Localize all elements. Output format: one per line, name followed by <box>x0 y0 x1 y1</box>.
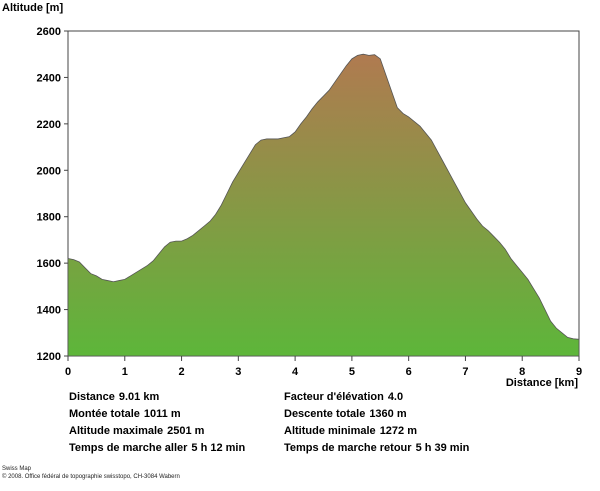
y-tick-label: 1800 <box>37 212 61 224</box>
stat-distance: Distance 9.01 km <box>69 391 160 403</box>
x-tick-label: 7 <box>462 366 468 378</box>
x-tick-label: 3 <box>235 366 241 378</box>
footer-swissmap: Swiss Map <box>2 466 32 472</box>
x-axis-label: Distance [km] <box>505 377 578 389</box>
x-tick-label: 4 <box>292 366 299 378</box>
x-tick-label: 8 <box>519 366 525 378</box>
y-tick-label: 2400 <box>37 72 61 84</box>
elevation-area <box>67 53 580 357</box>
stat-temps-aller: Temps de marche aller 5 h 12 min <box>69 442 246 454</box>
y-tick-label: 2600 <box>37 26 61 38</box>
y-tick-label: 2000 <box>37 165 61 177</box>
y-axis-label: Altitude [m] <box>2 2 64 14</box>
stats-right: Facteur d'élévation 4.0 Descente totale 13… <box>284 389 469 457</box>
stat-montee-totale: Montée totale 1011 m <box>69 408 181 420</box>
stat-temps-retour: Temps de marche retour 5 h 39 min <box>284 442 470 454</box>
x-tick-label: 2 <box>178 366 184 378</box>
x-tick-label: 5 <box>349 366 355 378</box>
stat-altitude-minimale: Altitude minimale 1272 m <box>284 425 417 437</box>
x-tick-label: 9 <box>576 366 582 378</box>
stat-descente-totale: Descente totale 1360 m <box>284 408 407 420</box>
y-tick-label: 1600 <box>37 258 61 270</box>
y-tick-label: 1400 <box>37 305 61 317</box>
x-tick-label: 6 <box>406 366 412 378</box>
stat-facteur-elevation: Facteur d'élévation 4.0 <box>284 391 404 403</box>
footer-copyright: © 2008. Office fédéral de topographie sw… <box>2 474 180 480</box>
x-tick-label: 0 <box>65 366 71 378</box>
stats-left: Distance 9.01 km Montée totale 1011 m Alti… <box>69 389 245 457</box>
y-tick-label: 1200 <box>37 351 61 363</box>
stat-altitude-maximale: Altitude maximale 2501 m <box>69 425 205 437</box>
x-tick-label: 1 <box>122 366 128 378</box>
y-tick-label: 2200 <box>37 119 61 131</box>
